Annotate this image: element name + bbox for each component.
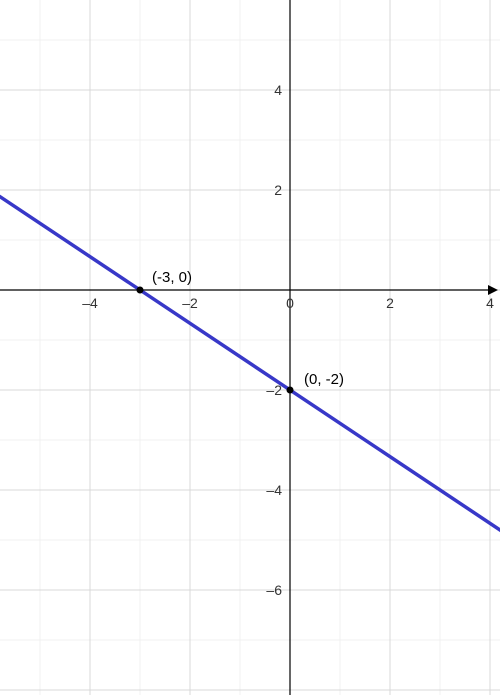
y-tick-label: 2: [274, 182, 282, 198]
point-label: (-3, 0): [152, 269, 192, 286]
x-tick-label: –4: [82, 295, 98, 311]
chart-svg: –4–2024–6–4–224(-3, 0)(0, -2): [0, 0, 500, 695]
coordinate-plane-chart: –4–2024–6–4–224(-3, 0)(0, -2): [0, 0, 500, 695]
data-point: [287, 387, 294, 394]
data-point: [137, 287, 144, 294]
y-tick-label: –4: [266, 482, 282, 498]
y-tick-label: 4: [274, 82, 282, 98]
point-label: (0, -2): [304, 371, 344, 388]
y-tick-label: –6: [266, 582, 282, 598]
x-tick-label: 4: [486, 295, 494, 311]
x-tick-label: 0: [286, 295, 294, 311]
x-tick-label: –2: [182, 295, 198, 311]
x-tick-label: 2: [386, 295, 394, 311]
